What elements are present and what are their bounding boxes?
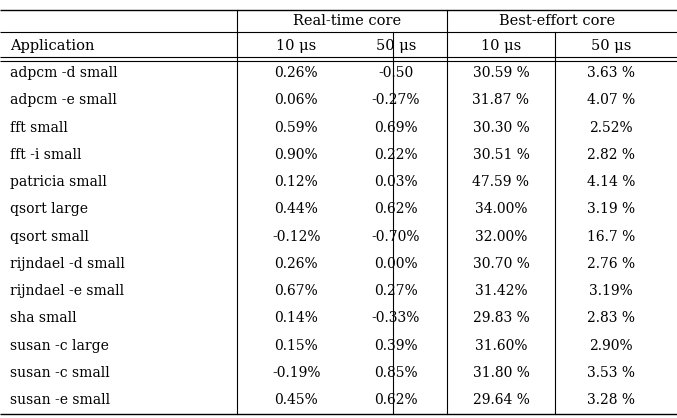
Text: 29.83 %: 29.83 % — [473, 311, 529, 326]
Text: fft -i small: fft -i small — [10, 148, 82, 162]
Text: susan -c large: susan -c large — [10, 339, 109, 353]
Text: 0.15%: 0.15% — [274, 339, 318, 353]
Text: 2.90%: 2.90% — [589, 339, 633, 353]
Text: patricia small: patricia small — [10, 175, 107, 189]
Text: 3.28 %: 3.28 % — [587, 393, 635, 407]
Text: fft small: fft small — [10, 121, 68, 135]
Text: 0.59%: 0.59% — [274, 121, 318, 135]
Text: rijndael -e small: rijndael -e small — [10, 284, 125, 298]
Text: susan -c small: susan -c small — [10, 366, 110, 380]
Text: -0.33%: -0.33% — [372, 311, 420, 326]
Text: susan -e small: susan -e small — [10, 393, 110, 407]
Text: 0.27%: 0.27% — [374, 284, 418, 298]
Text: 3.53 %: 3.53 % — [587, 366, 635, 380]
Text: 2.83 %: 2.83 % — [587, 311, 635, 326]
Text: 31.60%: 31.60% — [475, 339, 527, 353]
Text: qsort large: qsort large — [10, 202, 88, 217]
Text: adpcm -d small: adpcm -d small — [10, 66, 118, 80]
Text: -0.12%: -0.12% — [272, 229, 320, 244]
Text: 4.14 %: 4.14 % — [587, 175, 635, 189]
Text: Application: Application — [10, 39, 95, 53]
Text: 0.44%: 0.44% — [274, 202, 318, 217]
Text: 0.12%: 0.12% — [274, 175, 318, 189]
Text: 50 μs: 50 μs — [376, 39, 416, 53]
Text: 0.26%: 0.26% — [274, 257, 318, 271]
Text: adpcm -e small: adpcm -e small — [10, 93, 117, 107]
Text: 0.45%: 0.45% — [274, 393, 318, 407]
Text: 31.42%: 31.42% — [475, 284, 527, 298]
Text: 0.22%: 0.22% — [374, 148, 418, 162]
Text: 0.06%: 0.06% — [274, 93, 318, 107]
Text: 16.7 %: 16.7 % — [587, 229, 635, 244]
Text: 0.14%: 0.14% — [274, 311, 318, 326]
Text: 0.00%: 0.00% — [374, 257, 418, 271]
Text: 30.30 %: 30.30 % — [473, 121, 529, 135]
Text: 0.39%: 0.39% — [374, 339, 418, 353]
Text: 0.85%: 0.85% — [374, 366, 418, 380]
Text: 2.76 %: 2.76 % — [587, 257, 635, 271]
Text: 3.19 %: 3.19 % — [587, 202, 635, 217]
Text: 10 μs: 10 μs — [276, 39, 316, 53]
Text: 34.00%: 34.00% — [475, 202, 527, 217]
Text: 3.19%: 3.19% — [589, 284, 633, 298]
Text: Best-effort core: Best-effort core — [499, 14, 615, 28]
Text: 0.03%: 0.03% — [374, 175, 418, 189]
Text: 3.63 %: 3.63 % — [587, 66, 635, 80]
Text: 32.00%: 32.00% — [475, 229, 527, 244]
Text: 50 μs: 50 μs — [591, 39, 631, 53]
Text: qsort small: qsort small — [10, 229, 89, 244]
Text: sha small: sha small — [10, 311, 77, 326]
Text: 10 μs: 10 μs — [481, 39, 521, 53]
Text: 0.62%: 0.62% — [374, 393, 418, 407]
Text: 0.69%: 0.69% — [374, 121, 418, 135]
Text: -0.50: -0.50 — [378, 66, 414, 80]
Text: 30.51 %: 30.51 % — [473, 148, 529, 162]
Text: 2.82 %: 2.82 % — [587, 148, 635, 162]
Text: 2.52%: 2.52% — [589, 121, 633, 135]
Text: 30.70 %: 30.70 % — [473, 257, 529, 271]
Text: 0.67%: 0.67% — [274, 284, 318, 298]
Text: -0.27%: -0.27% — [372, 93, 420, 107]
Text: rijndael -d small: rijndael -d small — [10, 257, 125, 271]
Text: -0.70%: -0.70% — [372, 229, 420, 244]
Text: 0.26%: 0.26% — [274, 66, 318, 80]
Text: 4.07 %: 4.07 % — [587, 93, 635, 107]
Text: -0.19%: -0.19% — [272, 366, 320, 380]
Text: 0.90%: 0.90% — [274, 148, 318, 162]
Text: 0.62%: 0.62% — [374, 202, 418, 217]
Text: Real-time core: Real-time core — [293, 14, 401, 28]
Text: 30.59 %: 30.59 % — [473, 66, 529, 80]
Text: 31.80 %: 31.80 % — [473, 366, 529, 380]
Text: 29.64 %: 29.64 % — [473, 393, 529, 407]
Text: 31.87 %: 31.87 % — [473, 93, 529, 107]
Text: 47.59 %: 47.59 % — [473, 175, 529, 189]
